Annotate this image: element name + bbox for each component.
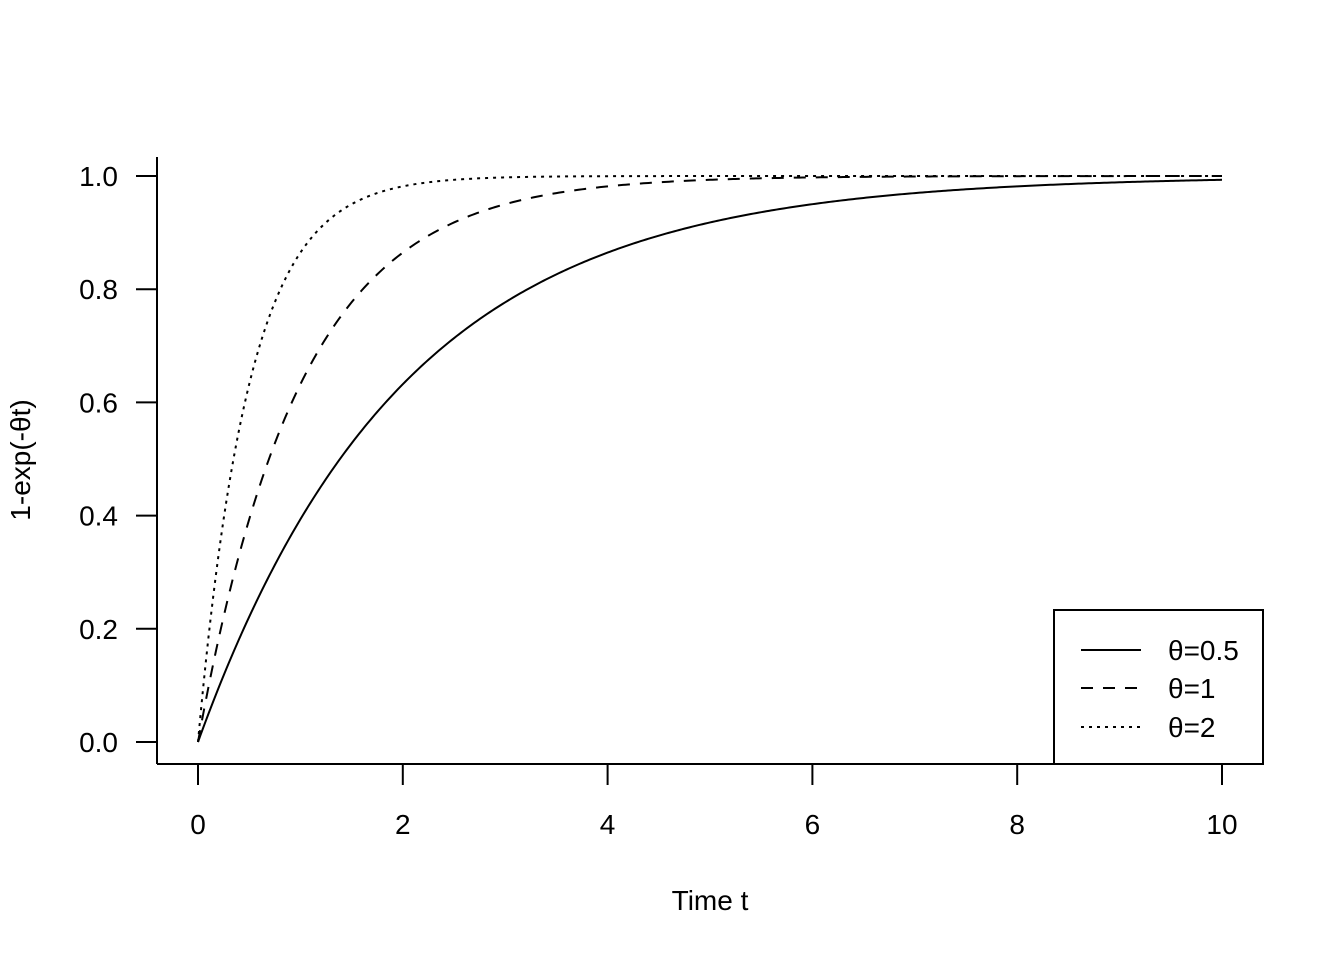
y-tick-label: 0.4 [79, 501, 118, 532]
legend-label: θ=2 [1168, 712, 1216, 743]
y-tick-label: 0.6 [79, 387, 118, 418]
y-tick-label: 0.2 [79, 614, 118, 645]
legend: θ=0.5 θ=1 θ=2 [1053, 609, 1264, 765]
legend-label: θ=0.5 [1168, 635, 1239, 666]
y-tick-label: 1.0 [79, 161, 118, 192]
x-ticks: 0 2 4 6 8 10 [190, 764, 1238, 840]
y-axis-label: 1-exp(-θt) [5, 399, 36, 520]
x-tick-label: 4 [600, 809, 616, 840]
legend-entry: θ=1 [1081, 673, 1216, 704]
legend-label: θ=1 [1168, 673, 1216, 704]
legend-entry: θ=0.5 [1081, 635, 1239, 666]
y-tick-label: 0.0 [79, 727, 118, 758]
x-tick-label: 10 [1206, 809, 1237, 840]
x-axis-label: Time t [672, 885, 749, 916]
series-lines [197, 175, 1223, 743]
series-line-solid [197, 178, 1223, 743]
y-ticks: 0.0 0.2 0.4 0.6 0.8 1.0 [79, 161, 157, 758]
legend-entry: θ=2 [1081, 712, 1216, 743]
x-tick-label: 8 [1009, 809, 1025, 840]
series-line-dashed [197, 175, 1222, 743]
x-tick-label: 2 [395, 809, 411, 840]
x-tick-label: 0 [190, 809, 206, 840]
x-tick-label: 6 [805, 809, 821, 840]
series-line-dotted [197, 175, 1222, 743]
y-tick-label: 0.8 [79, 274, 118, 305]
